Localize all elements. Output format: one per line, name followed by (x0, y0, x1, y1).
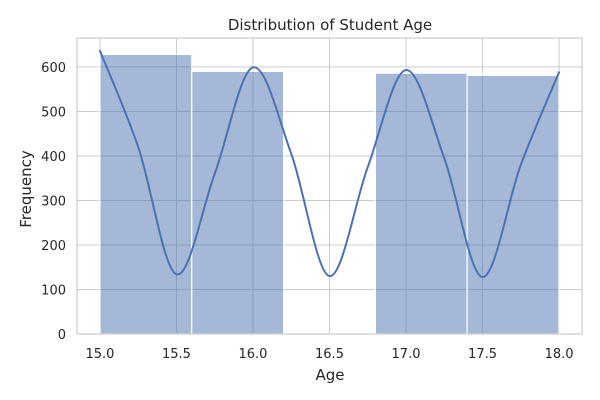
ticks-layer: 15.0 15.5 16.0 16.5 17.0 17.5 18.0 0 100 200 300 40… (41, 61, 573, 362)
histogram-bar (99, 53, 193, 335)
histogram-bar (374, 72, 468, 335)
kde-layer (98, 49, 561, 279)
y-tick-label: 100 (41, 283, 66, 298)
plot-frame (76, 37, 583, 335)
x-tick-label: 17.0 (392, 347, 421, 362)
x-tick-label: 17.5 (468, 347, 497, 362)
y-tick-label: 0 (58, 328, 66, 343)
x-tick-label: 16.0 (239, 347, 268, 362)
x-tick-label: 16.5 (315, 347, 344, 362)
chart-title: Distribution of Student Age (228, 16, 432, 34)
y-tick-label: 600 (41, 61, 66, 76)
bars-layer (99, 53, 560, 335)
y-tick-label: 200 (41, 239, 66, 254)
spines-layer (76, 37, 583, 335)
x-tick-label: 15.0 (85, 347, 114, 362)
x-tick-label: 15.5 (162, 347, 191, 362)
x-tick-label: 18.0 (545, 347, 574, 362)
y-tick-label: 300 (41, 194, 66, 209)
histogram-bar (466, 74, 560, 335)
histogram-bar (191, 70, 285, 335)
y-axis-label: Frequency (17, 150, 35, 228)
y-tick-label: 500 (41, 105, 66, 120)
kde-curve (98, 49, 561, 279)
y-tick-label: 400 (41, 150, 66, 165)
x-axis-label: Age (315, 366, 344, 384)
